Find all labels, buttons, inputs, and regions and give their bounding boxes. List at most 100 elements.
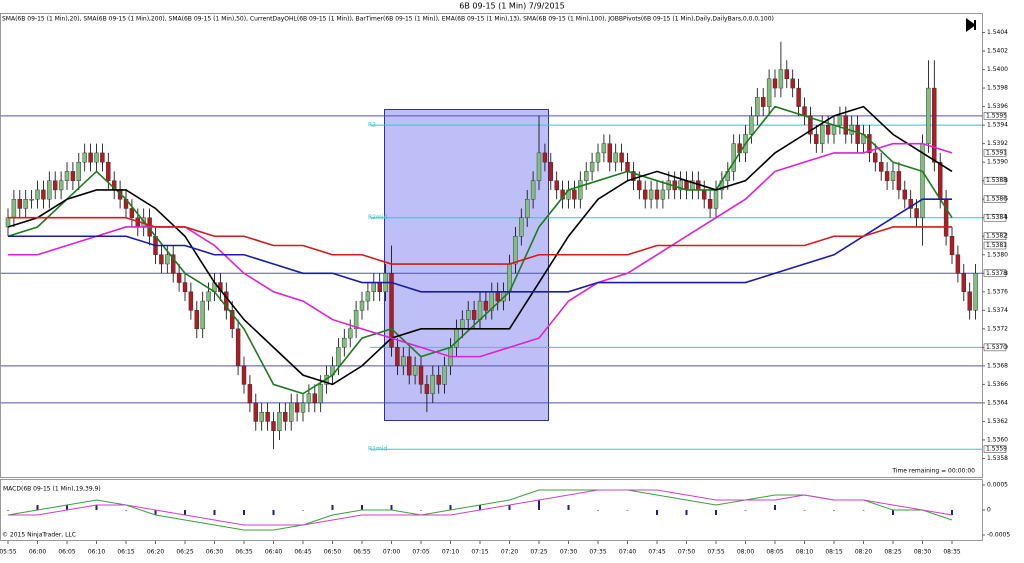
macd-histogram-bar	[420, 510, 422, 511]
price-marker	[983, 213, 1007, 222]
x-tick-label: 06:00	[29, 549, 46, 556]
macd-histogram-bar	[449, 505, 452, 510]
price-marker-label: 1.5382	[986, 233, 1007, 240]
price-marker-label: 1.5359	[986, 446, 1007, 453]
y-tick-label: 1.5392	[987, 140, 1008, 147]
x-tick-label: 07:45	[648, 549, 665, 556]
x-tick-label: 08:05	[766, 549, 783, 556]
candle-body	[424, 384, 430, 394]
candle-body	[430, 374, 435, 394]
candle-body	[548, 161, 553, 181]
candle-body	[926, 87, 931, 144]
candle-body	[772, 78, 778, 89]
candle-body	[578, 180, 583, 200]
candle-body	[973, 273, 978, 311]
macd-histogram-bar	[803, 510, 806, 511]
moving-average	[7, 105, 953, 395]
macd-y-tick-label: 0.0005	[987, 482, 1008, 489]
candle-body	[94, 152, 99, 163]
play-icon[interactable]	[966, 18, 976, 32]
candle-body	[58, 180, 64, 191]
candle-body	[643, 189, 648, 200]
candle-body	[625, 161, 630, 172]
price-marker	[983, 176, 1007, 185]
candle-body	[294, 402, 300, 413]
candle-body	[389, 273, 394, 348]
candle-body	[395, 347, 400, 367]
y-tick-label: 1.5402	[987, 48, 1008, 55]
macd-histogram-bar	[213, 510, 216, 515]
candle-body	[914, 208, 919, 218]
x-tick-label: 06:30	[206, 549, 223, 556]
candle-body	[259, 411, 264, 422]
macd-histogram-bar	[272, 510, 275, 515]
candle-body	[11, 198, 17, 218]
candle-body	[637, 180, 642, 191]
macd-histogram-bar	[656, 510, 658, 515]
candle-body	[631, 171, 636, 181]
candle-body	[53, 180, 58, 191]
y-tick-label: 1.5364	[987, 399, 1008, 406]
y-tick-label: 1.5400	[987, 66, 1008, 73]
x-tick-label: 06:15	[117, 549, 134, 556]
candle-body	[820, 124, 825, 144]
candle-body	[466, 310, 471, 320]
y-tick-label: 1.5390	[987, 159, 1008, 166]
candle-body	[902, 189, 907, 200]
candle-body	[778, 69, 784, 89]
candle-body	[176, 273, 182, 283]
macd-histogram-bar	[538, 500, 540, 510]
candle-body	[837, 115, 843, 126]
candle-body	[182, 282, 188, 293]
candle-body	[359, 300, 365, 311]
candle-body	[371, 282, 376, 293]
macd-histogram-bar	[774, 505, 776, 510]
candle-body	[684, 180, 689, 191]
candle-body	[306, 393, 312, 404]
candle-body	[890, 171, 896, 181]
price-marker	[983, 112, 1007, 120]
macd-histogram-bar	[479, 505, 481, 510]
copyright: © 2015 NinjaTrader, LLC	[2, 532, 76, 539]
macd-histogram-bar	[833, 510, 835, 511]
x-tick-label: 08:10	[796, 549, 813, 556]
candle-body	[766, 78, 772, 107]
x-tick-label: 07:15	[471, 549, 488, 556]
y-tick-label: 1.5368	[987, 362, 1008, 369]
candle-body	[784, 69, 789, 80]
candle-body	[277, 411, 282, 431]
price-marker-label: 1.5381	[986, 242, 1007, 249]
price-marker-label: 1.5384	[986, 214, 1007, 221]
candle-body	[654, 189, 660, 200]
candle-body	[855, 124, 860, 144]
candle-body	[713, 189, 719, 209]
price-marker-label: 1.5391	[986, 149, 1007, 156]
candle-body	[229, 310, 235, 330]
macd-histogram-bar	[95, 505, 98, 510]
x-tick-label: 08:00	[737, 549, 754, 556]
x-tick-label: 07:00	[383, 549, 400, 556]
macd-y-tick-label: -0.0005	[987, 532, 1010, 539]
price-marker	[983, 149, 1007, 157]
candle-body	[436, 374, 441, 385]
y-tick-label: 1.5362	[987, 418, 1008, 425]
candle-body	[129, 208, 135, 218]
candle-body	[318, 384, 323, 404]
candle-body	[873, 152, 878, 163]
candle-body	[589, 161, 595, 172]
candle-body	[943, 198, 949, 237]
indicator-list: SMA(6B 09-15 (1 Min),20), SMA(6B 09-15 (…	[2, 16, 774, 23]
candle-body	[879, 161, 884, 172]
candle-body	[955, 254, 961, 274]
macd-histogram-bar	[626, 510, 629, 511]
candle-body	[64, 171, 70, 181]
candle-body	[755, 97, 760, 117]
x-tick-label: 06:55	[353, 549, 370, 556]
y-tick-label: 1.5396	[987, 103, 1008, 110]
candle-body	[283, 411, 288, 422]
candle-body	[938, 161, 943, 200]
candle-body	[460, 319, 465, 330]
candle-body	[525, 198, 530, 218]
candle-body	[365, 291, 371, 302]
x-tick-label: 07:35	[589, 549, 606, 556]
